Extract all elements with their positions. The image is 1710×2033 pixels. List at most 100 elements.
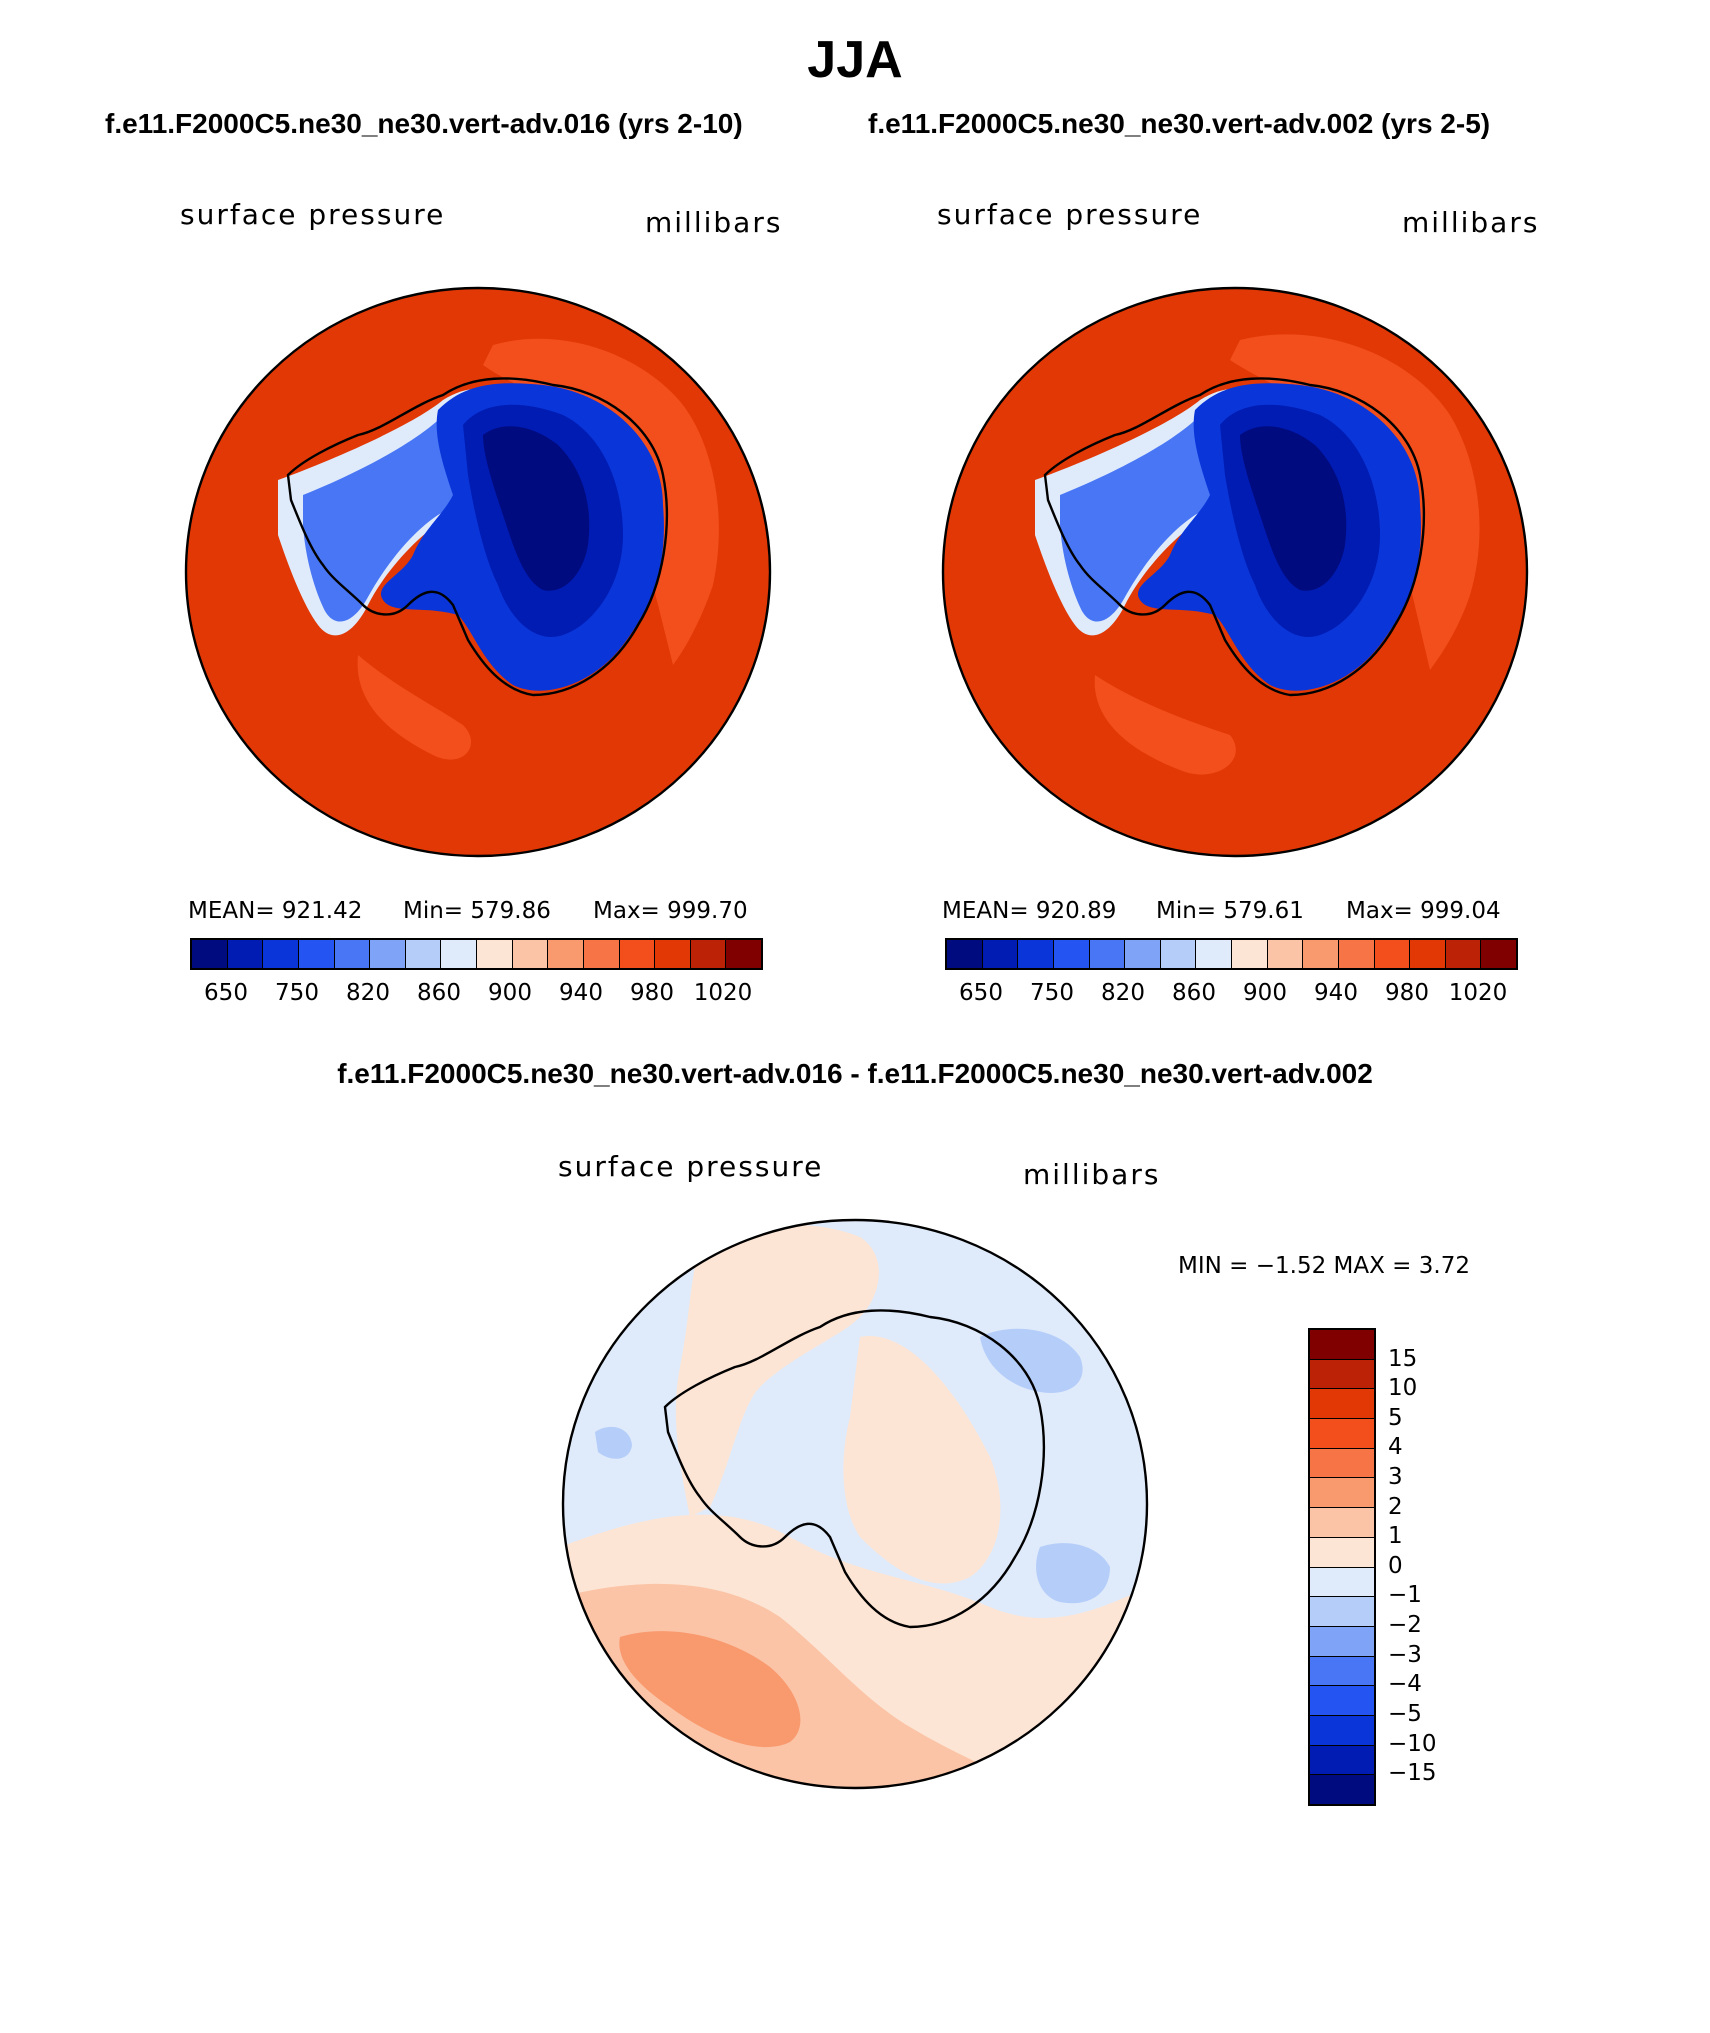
panel3-cbar-tick: −5	[1388, 1701, 1422, 1727]
panel1-variable-label: surface pressure	[180, 198, 446, 231]
panel3-cbar-tick: 2	[1388, 1494, 1403, 1520]
colorbar-swatch	[690, 940, 727, 968]
panel3-cbar-tick: −1	[1388, 1582, 1422, 1608]
panel2-mean: MEAN= 920.89	[942, 898, 1117, 924]
colorbar-swatch	[227, 940, 264, 968]
panel3-cbar-tick: 4	[1388, 1434, 1403, 1460]
colorbar-swatch	[1125, 940, 1161, 968]
colorbar-swatch	[1481, 940, 1516, 968]
panel3-cbar-tick: −10	[1388, 1731, 1437, 1757]
panel3-map-border	[561, 1218, 1149, 1790]
colorbar-swatch	[583, 940, 620, 968]
left-case-title: f.e11.F2000C5.ne30_ne30.vert-adv.016 (yr…	[105, 108, 743, 139]
panel1-max: Max= 999.70	[593, 898, 748, 924]
colorbar-swatch	[1310, 1389, 1374, 1420]
difference-title: f.e11.F2000C5.ne30_ne30.vert-adv.016 - f…	[337, 1058, 1373, 1089]
panel3-minmax: MIN = −1.52 MAX = 3.72	[1178, 1253, 1470, 1279]
colorbar-swatch	[441, 940, 477, 968]
panel1-cbar-tick: 980	[630, 980, 674, 1006]
colorbar-swatch	[548, 940, 584, 968]
colorbar-swatch	[192, 940, 228, 968]
panel2-variable-label: surface pressure	[937, 198, 1203, 231]
colorbar-swatch	[1310, 1715, 1374, 1746]
colorbar-swatch	[726, 940, 761, 968]
colorbar-swatch	[370, 940, 406, 968]
right-case-title: f.e11.F2000C5.ne30_ne30.vert-adv.002 (yr…	[868, 108, 1491, 139]
colorbar-swatch	[512, 940, 549, 968]
panel2-cbar-tick: 940	[1314, 980, 1358, 1006]
colorbar-swatch	[619, 940, 656, 968]
colorbar-swatch	[1089, 940, 1126, 968]
panel1-cbar-tick: 900	[488, 980, 532, 1006]
colorbar-swatch	[1310, 1478, 1374, 1509]
panel3-cbar-tick: 5	[1388, 1405, 1403, 1431]
panel1-coastline	[286, 377, 668, 697]
panel3-max-region	[619, 1631, 801, 1748]
panel2-min: Min= 579.61	[1156, 898, 1304, 924]
colorbar-swatch	[298, 940, 335, 968]
panel3-variable-label: surface pressure	[558, 1150, 824, 1183]
panel3-coastline	[663, 1309, 1045, 1629]
panel3-map	[561, 1218, 1149, 1790]
panel1-cbar-tick: 1020	[693, 980, 753, 1006]
colorbar-swatch	[1303, 940, 1339, 968]
colorbar-swatch	[1310, 1359, 1374, 1390]
colorbar-swatch	[1374, 940, 1411, 968]
panel1-cbar-tick: 820	[346, 980, 390, 1006]
panel1-cbar-tick: 940	[559, 980, 603, 1006]
panel3-cbar-tick: −2	[1388, 1612, 1422, 1638]
colorbar-swatch	[1160, 940, 1197, 968]
panel3-cbar-tick: 15	[1388, 1346, 1418, 1372]
colorbar-swatch	[1232, 940, 1268, 968]
panel2-map-border	[941, 286, 1529, 858]
colorbar-swatch	[947, 940, 983, 968]
colorbar-swatch	[1310, 1745, 1374, 1776]
colorbar-swatch	[1310, 1656, 1374, 1687]
colorbar-swatch	[1310, 1686, 1374, 1716]
colorbar-swatch	[1310, 1419, 1374, 1449]
colorbar-swatch	[1310, 1448, 1374, 1479]
panel3-colorbar	[1308, 1328, 1376, 1806]
panel2-coastline	[1043, 377, 1425, 697]
colorbar-swatch	[1310, 1775, 1374, 1804]
figure-title: JJA	[807, 31, 903, 89]
panel2-cbar-tick: 860	[1172, 980, 1216, 1006]
panel2-high-band	[1230, 334, 1480, 670]
panel2-max: Max= 999.04	[1346, 898, 1501, 924]
panel3-cbar-tick: −3	[1388, 1642, 1422, 1668]
colorbar-swatch	[263, 940, 299, 968]
colorbar-swatch	[1267, 940, 1304, 968]
panel2-cbar-tick: 980	[1385, 980, 1429, 1006]
panel2-cbar-tick: 900	[1243, 980, 1287, 1006]
panel2-cbar-tick: 1020	[1448, 980, 1508, 1006]
colorbar-swatch	[1445, 940, 1482, 968]
panel2-cbar-tick: 650	[959, 980, 1003, 1006]
panel2-cbar-tick: 750	[1030, 980, 1074, 1006]
colorbar-swatch	[1196, 940, 1232, 968]
colorbar-swatch	[1310, 1567, 1374, 1598]
panel2-cbar-tick: 820	[1101, 980, 1145, 1006]
panel1-mean: MEAN= 921.42	[188, 898, 363, 924]
panel1-colorbar	[190, 938, 763, 970]
panel1-cbar-tick: 860	[417, 980, 461, 1006]
colorbar-swatch	[1310, 1597, 1374, 1627]
colorbar-swatch	[1338, 940, 1375, 968]
panel3-cbar-tick: 1	[1388, 1523, 1403, 1549]
panel3-cbar-tick: 10	[1388, 1375, 1418, 1401]
panel3-units-label: millibars	[1023, 1158, 1161, 1191]
colorbar-swatch	[1410, 940, 1446, 968]
colorbar-swatch	[405, 940, 442, 968]
panel1-cbar-tick: 650	[204, 980, 248, 1006]
panel1-high-band	[483, 338, 719, 665]
colorbar-swatch	[1310, 1626, 1374, 1657]
colorbar-swatch	[655, 940, 691, 968]
colorbar-swatch	[1310, 1330, 1374, 1360]
panel3-cbar-tick: 0	[1388, 1553, 1403, 1579]
panel2-map	[941, 286, 1529, 858]
panel1-units-label: millibars	[645, 206, 783, 239]
colorbar-swatch	[1310, 1537, 1374, 1568]
panel3-cbar-tick: −15	[1388, 1760, 1437, 1786]
panel2-colorbar	[945, 938, 1518, 970]
panel1-map	[184, 286, 772, 858]
panel2-units-label: millibars	[1402, 206, 1540, 239]
